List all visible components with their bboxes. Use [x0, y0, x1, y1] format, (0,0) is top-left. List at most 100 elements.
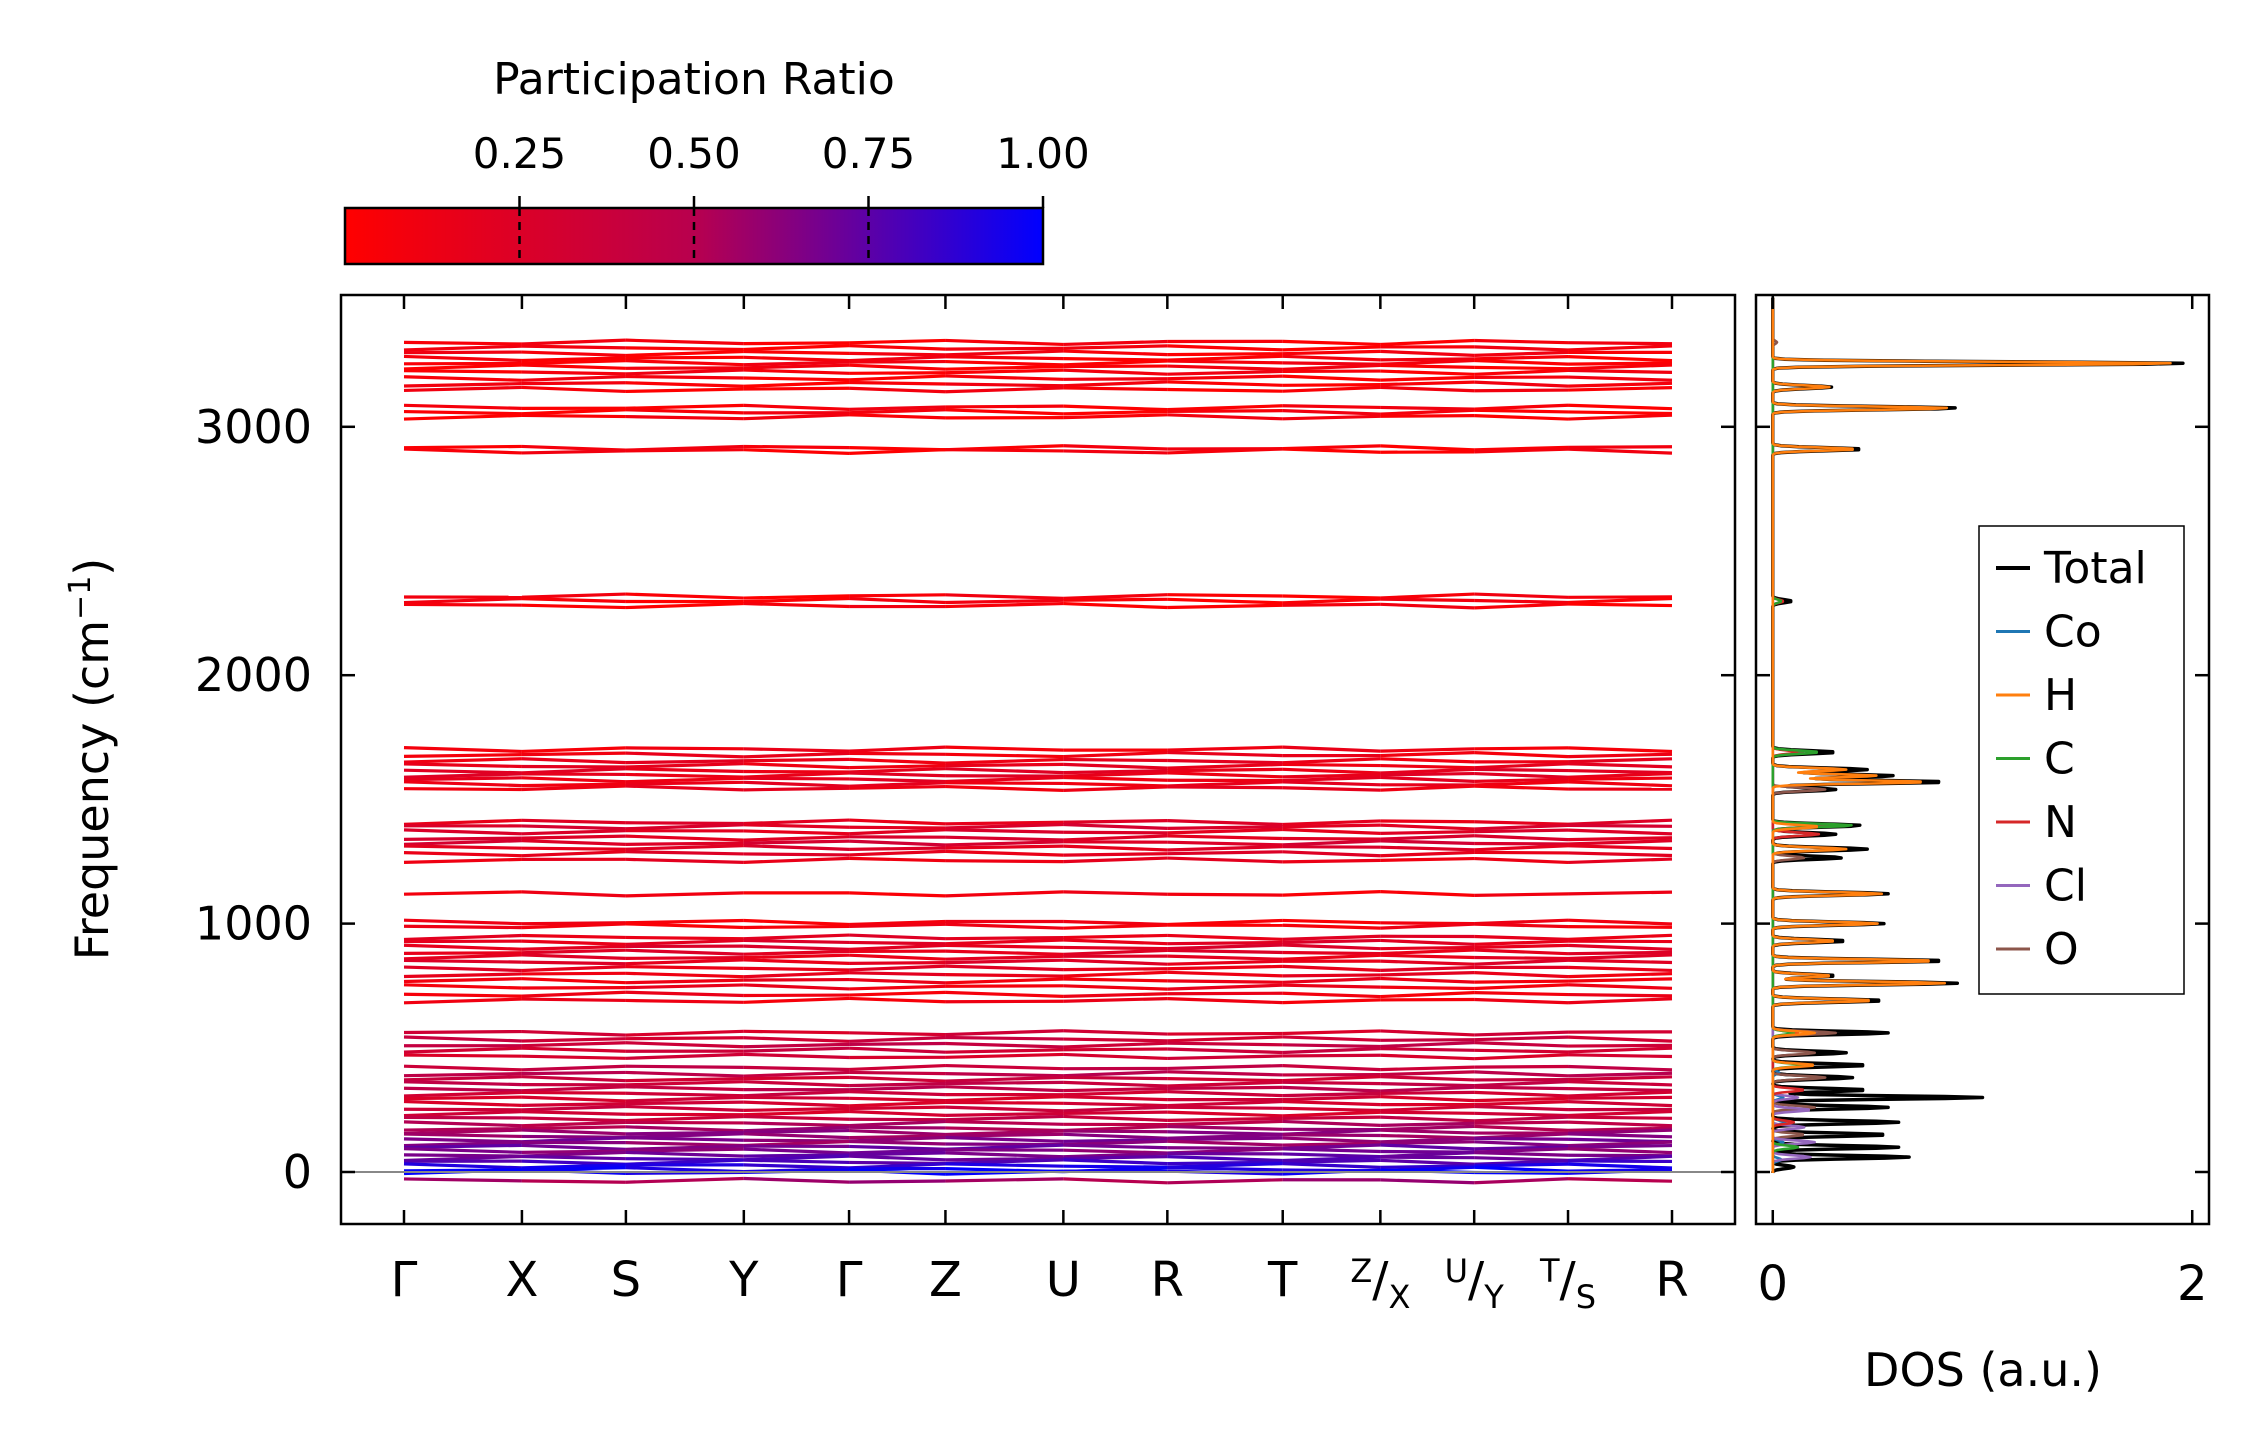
- band-segment: [945, 349, 1064, 357]
- band-segment: [1567, 1128, 1673, 1135]
- band-segment: [1567, 918, 1673, 926]
- band-segment: [521, 1054, 626, 1060]
- band-segment: [1167, 352, 1283, 357]
- colorbar-tick-label: 0.75: [822, 129, 916, 178]
- band-segment: [945, 784, 1064, 793]
- band-segment: [1474, 1165, 1569, 1173]
- band-segment: [1474, 856, 1569, 865]
- band-segment: [1380, 819, 1475, 824]
- band-segment: [1567, 972, 1673, 979]
- band-segment: [1567, 1080, 1673, 1087]
- band-segment: [521, 829, 626, 836]
- band-segment: [743, 1052, 850, 1060]
- band-segment: [849, 784, 946, 790]
- band-segment: [403, 953, 522, 961]
- band-segment: [1568, 341, 1673, 346]
- band-segment: [403, 1162, 522, 1170]
- band-segment: [1282, 775, 1381, 783]
- band-segment: [1167, 997, 1283, 1005]
- band-segment: [403, 1143, 522, 1150]
- band-segment: [1282, 414, 1381, 421]
- dos-series-cl: [1771, 297, 1816, 1174]
- band-segment: [945, 1041, 1064, 1049]
- band-segment: [849, 1151, 946, 1157]
- band-segment: [1282, 1119, 1381, 1127]
- band-segment: [1380, 375, 1475, 382]
- band-segment: [1063, 1143, 1168, 1150]
- band-segment: [1474, 445, 1569, 452]
- band-segment: [521, 960, 626, 966]
- band-segment: [1063, 970, 1168, 978]
- band-segment: [1167, 1064, 1283, 1071]
- k-point-label: Γ: [391, 1252, 418, 1308]
- band-segment: [1474, 1136, 1569, 1141]
- band-segment: [849, 919, 946, 927]
- band-segment: [1282, 1099, 1381, 1107]
- band-segment: [403, 1177, 522, 1183]
- band-segment: [1282, 354, 1381, 362]
- band-segment: [521, 1101, 626, 1107]
- band-segment: [1380, 823, 1475, 831]
- band-segment: [849, 371, 946, 375]
- band-segment: [1063, 992, 1168, 999]
- band-segment: [1282, 839, 1381, 847]
- band-segment: [849, 771, 946, 778]
- band-segment: [1474, 368, 1569, 376]
- band-segment: [849, 849, 946, 857]
- dos-series-h: [1771, 297, 2172, 1174]
- band-segment: [521, 603, 626, 610]
- band-segment: [743, 971, 850, 979]
- band-segment: [1474, 592, 1569, 599]
- band-segment: [945, 1063, 1064, 1071]
- band-segment: [1282, 597, 1381, 605]
- band-segment: [625, 1041, 744, 1049]
- band-segment: [1167, 850, 1283, 856]
- band-segment: [1567, 1035, 1673, 1043]
- band-segment: [849, 355, 946, 363]
- band-segment: [849, 781, 946, 788]
- band-segment: [849, 593, 946, 598]
- band-segment: [625, 767, 744, 774]
- band-segment: [1474, 955, 1569, 961]
- band-segment: [1282, 745, 1381, 753]
- colorbar-ticks: 0.25 0.50 0.75 1.00: [473, 129, 1090, 264]
- band-segment: [625, 1150, 744, 1158]
- band-segment: [1567, 1140, 1673, 1148]
- y-tick-label: 3000: [195, 400, 312, 454]
- band-segment: [743, 856, 850, 864]
- band-segment: [1063, 1090, 1168, 1097]
- band-segment: [743, 852, 850, 857]
- band-segment: [625, 948, 744, 956]
- k-split-sup: T: [1539, 1252, 1560, 1290]
- band-segment: [743, 1121, 850, 1128]
- band-segment: [1474, 828, 1569, 834]
- band-segment: [1567, 1064, 1673, 1072]
- band-segment: [1567, 344, 1673, 352]
- band-segment: [945, 954, 1064, 961]
- band-segment: [1282, 349, 1381, 356]
- band-segment: [743, 355, 850, 363]
- band-segment: [945, 828, 1064, 834]
- band-segment: [1567, 768, 1673, 775]
- band-segment: [1568, 992, 1673, 998]
- band-segment: [403, 857, 522, 864]
- band-segment: [945, 1080, 1064, 1086]
- band-segment: [1567, 381, 1673, 388]
- band-segment: [945, 593, 1064, 601]
- band-segment: [1063, 339, 1168, 347]
- band-segment: [521, 782, 626, 788]
- k-split-slash: /: [1372, 1252, 1389, 1308]
- band-segment: [1567, 890, 1673, 896]
- band-segment: [1282, 363, 1381, 371]
- band-segment: [1167, 413, 1283, 421]
- band-segment: [625, 1114, 744, 1123]
- band-segment: [521, 359, 626, 366]
- band-segment: [1567, 965, 1673, 973]
- band-segment: [625, 938, 744, 946]
- band-segment: [1063, 601, 1168, 610]
- band-segment: [625, 772, 744, 779]
- band-segment: [1474, 983, 1569, 991]
- band-segment: [945, 859, 1064, 864]
- band-segment: [1380, 363, 1475, 369]
- band-segment: [945, 820, 1064, 826]
